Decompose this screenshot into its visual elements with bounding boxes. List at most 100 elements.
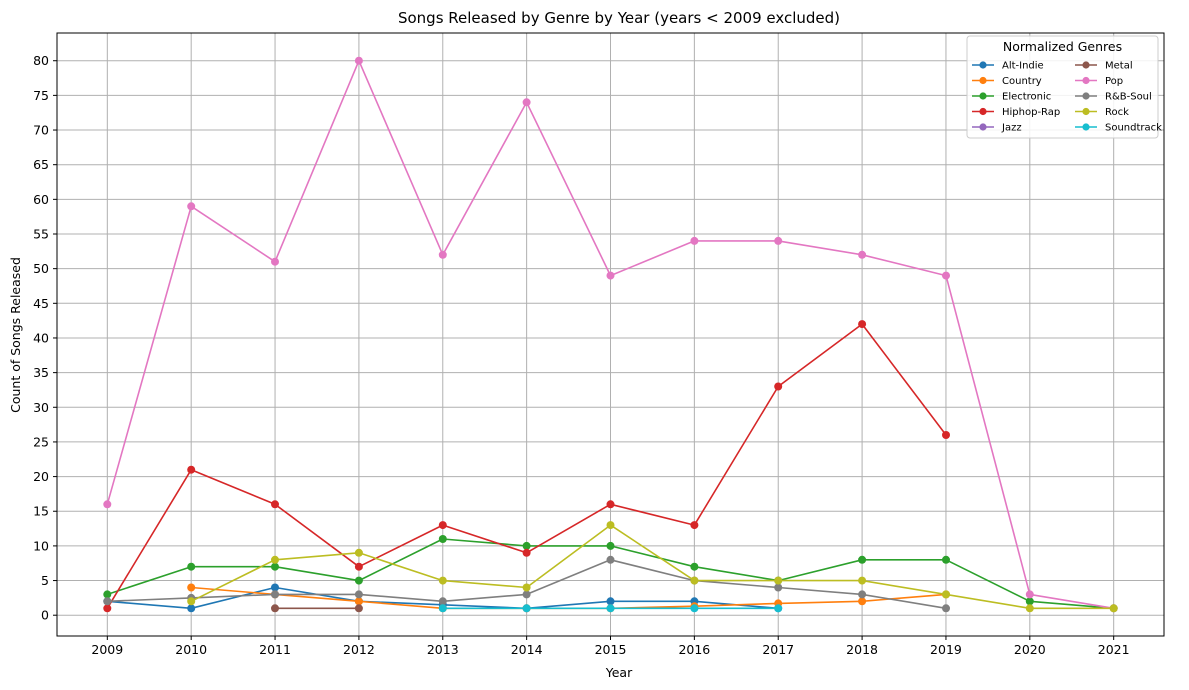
- legend-item-jazz: Jazz: [972, 123, 1022, 134]
- data-point-alt-indie: [606, 597, 615, 606]
- data-point-hiphop-rap: [858, 320, 867, 329]
- data-point-r-b-soul: [354, 590, 363, 599]
- data-point-rock: [438, 576, 447, 585]
- data-point-electronic: [271, 562, 279, 571]
- legend-marker: [1082, 61, 1090, 69]
- data-point-hiphop-rap: [774, 382, 783, 391]
- legend-marker: [979, 76, 987, 85]
- legend-item-alt-indie: Alt-Indie: [972, 61, 1044, 72]
- y-tick-label: 75: [33, 88, 49, 103]
- x-tick-label: 2011: [259, 642, 291, 657]
- x-tick-label: 2018: [846, 642, 878, 657]
- legend-marker: [1082, 123, 1090, 131]
- legend-label: Rock: [1105, 107, 1129, 118]
- data-point-rock: [354, 548, 363, 557]
- data-point-soundtrack: [774, 604, 783, 613]
- legend-box: [966, 35, 1159, 139]
- data-point-soundtrack: [606, 604, 615, 613]
- legend-marker: [979, 107, 987, 116]
- data-point-pop: [271, 257, 279, 266]
- y-tick-label: 55: [33, 227, 49, 242]
- series-layer: [103, 56, 1118, 613]
- data-point-rock: [942, 590, 950, 599]
- data-point-electronic: [1025, 597, 1034, 606]
- data-point-pop: [606, 271, 615, 280]
- data-point-hiphop-rap: [187, 465, 196, 474]
- data-point-country: [354, 597, 363, 606]
- x-tick-label: 2012: [343, 642, 375, 657]
- data-point-hiphop-rap: [942, 431, 950, 439]
- legend-label: Hiphop-Rap: [1002, 107, 1060, 118]
- x-tick-label: 2017: [762, 642, 794, 657]
- data-point-r-b-soul: [438, 597, 447, 606]
- data-point-soundtrack: [522, 604, 531, 613]
- data-point-hiphop-rap: [271, 500, 279, 509]
- legend-label: Alt-Indie: [1002, 61, 1044, 72]
- data-point-rock: [1109, 604, 1118, 613]
- data-point-rock: [774, 576, 783, 585]
- data-point-electronic: [187, 562, 196, 571]
- legend: Normalized Genres Alt-Indie Country Electro…: [966, 35, 1162, 139]
- x-tick-label: 2021: [1098, 642, 1130, 657]
- y-tick-label: 65: [33, 157, 49, 172]
- data-point-electronic: [438, 535, 447, 543]
- y-tick-label: 15: [33, 504, 49, 519]
- legend-marker: [1082, 107, 1090, 116]
- data-point-pop: [858, 250, 867, 259]
- legend-marker: [979, 61, 987, 69]
- data-point-electronic: [858, 555, 867, 564]
- legend-marker: [979, 123, 987, 131]
- data-point-electronic: [690, 562, 699, 571]
- y-tick-label: 80: [33, 53, 49, 68]
- data-point-soundtrack: [690, 604, 699, 613]
- data-point-hiphop-rap: [690, 521, 699, 530]
- legend-label: Metal: [1105, 61, 1133, 72]
- legend-label: Pop: [1105, 76, 1123, 87]
- y-tick-label: 50: [33, 261, 49, 276]
- data-point-r-b-soul: [858, 590, 867, 599]
- data-point-rock: [1025, 604, 1034, 613]
- y-tick-label: 0: [41, 608, 49, 623]
- legend-item-pop: Pop: [1075, 76, 1123, 87]
- data-point-hiphop-rap: [606, 500, 615, 509]
- y-tick-label: 70: [33, 123, 49, 138]
- data-point-r-b-soul: [774, 583, 783, 592]
- data-point-electronic: [942, 555, 950, 564]
- legend-item-rock: Rock: [1075, 107, 1129, 118]
- data-point-alt-indie: [187, 604, 196, 613]
- data-point-country: [858, 597, 867, 606]
- data-point-hiphop-rap: [438, 521, 447, 530]
- series-electronic: [103, 535, 1118, 613]
- data-point-pop: [774, 236, 783, 245]
- legend-marker: [979, 92, 987, 100]
- data-point-pop: [103, 500, 112, 509]
- data-point-electronic: [606, 541, 615, 550]
- y-tick-label: 25: [33, 434, 49, 449]
- series-rock: [187, 521, 1118, 613]
- y-tick-label: 5: [41, 573, 49, 588]
- data-point-hiphop-rap: [354, 562, 363, 571]
- series-r-b-soul: [103, 555, 950, 613]
- data-point-alt-indie: [271, 583, 279, 592]
- legend-label: Electronic: [1002, 92, 1051, 103]
- legend-marker: [1082, 76, 1090, 85]
- data-point-pop: [522, 98, 531, 107]
- x-tick-label: 2009: [91, 642, 123, 657]
- x-tick-label: 2020: [1014, 642, 1046, 657]
- y-tick-label: 40: [33, 330, 49, 345]
- legend-label: Country: [1002, 76, 1042, 87]
- data-point-rock: [522, 583, 531, 592]
- x-tick-label: 2016: [678, 642, 710, 657]
- y-axis-label: Count of Songs Released: [8, 257, 23, 413]
- data-point-soundtrack: [438, 604, 447, 613]
- data-point-pop: [1025, 590, 1034, 599]
- legend-item-electronic: Electronic: [972, 92, 1051, 103]
- data-point-hiphop-rap: [522, 548, 531, 557]
- legend-title: Normalized Genres: [1003, 39, 1122, 54]
- y-tick-label: 60: [33, 192, 49, 207]
- y-tick-label: 35: [33, 365, 49, 380]
- data-point-r-b-soul: [103, 597, 112, 606]
- data-point-r-b-soul: [271, 590, 279, 599]
- legend-label: R&B-Soul: [1105, 92, 1152, 103]
